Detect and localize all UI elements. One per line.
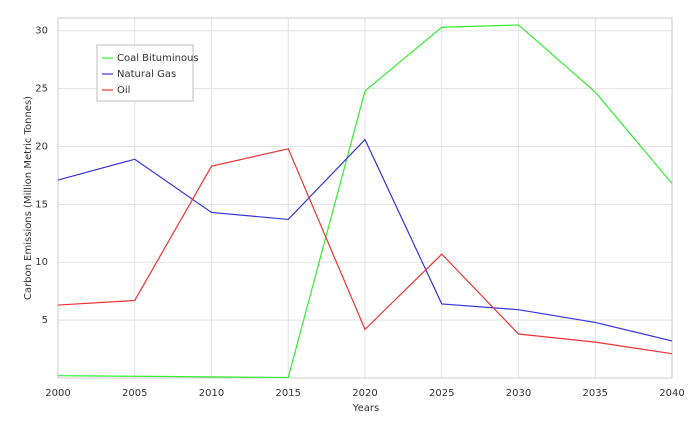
y-tick-label: 10 — [35, 257, 48, 268]
series-line — [57, 138, 673, 342]
x-tick-label: 2005 — [122, 388, 147, 399]
y-axis-label: Carbon Emissions (Million Metric Tonnes) — [23, 96, 34, 300]
x-tick-label: 2015 — [276, 388, 301, 399]
legend-label: Oil — [117, 85, 130, 96]
x-tick-label: 2025 — [429, 388, 454, 399]
y-tick-label: 30 — [35, 26, 48, 37]
legend-label: Coal Bituminous — [117, 53, 199, 64]
y-tick-label: 15 — [35, 199, 48, 210]
series-line — [57, 24, 673, 379]
plot-frame — [57, 17, 673, 379]
y-tick-label: 25 — [35, 84, 48, 95]
x-tick-label: 2020 — [352, 388, 377, 399]
y-tick-label: 5 — [42, 315, 48, 326]
x-tick-label: 2040 — [659, 388, 684, 399]
y-tick-label: 20 — [35, 141, 48, 152]
x-tick-label: 2010 — [199, 388, 224, 399]
x-tick-label: 2030 — [506, 388, 531, 399]
x-tick-label: 2000 — [45, 388, 70, 399]
x-axis-label: Years — [352, 403, 379, 414]
legend-label: Natural Gas — [117, 69, 176, 80]
series-line — [57, 148, 673, 355]
x-tick-label: 2035 — [583, 388, 608, 399]
legend-box — [96, 44, 194, 102]
